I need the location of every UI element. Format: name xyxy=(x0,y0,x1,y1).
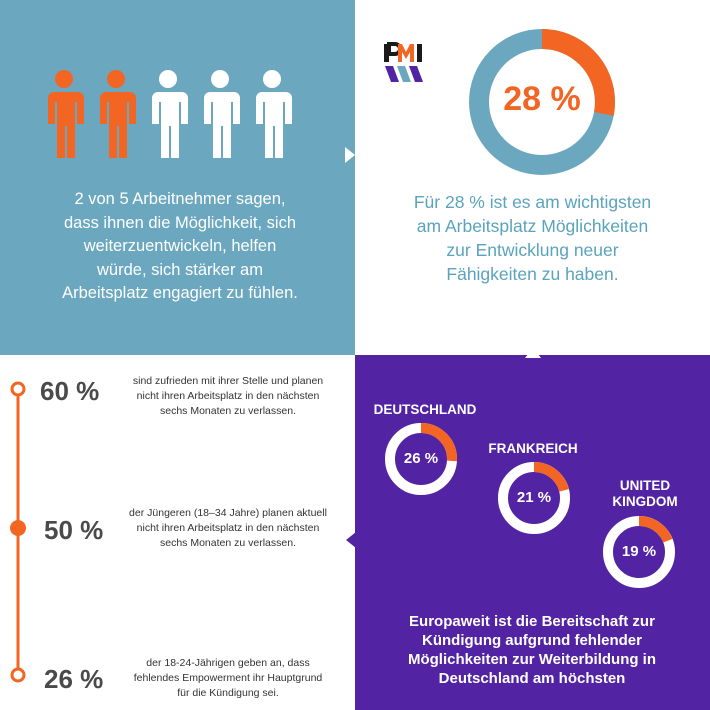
text-line: KINGDOM xyxy=(612,494,678,509)
text-line: Möglichkeiten zur Weiterbildung in xyxy=(407,651,657,668)
text-line: Europaweit ist die Bereitschaft zur xyxy=(409,613,655,630)
country-percent: 19 % xyxy=(621,543,657,560)
timeline xyxy=(10,381,26,683)
country-label: UNITED KINGDOM xyxy=(590,478,700,510)
people-icons xyxy=(48,70,292,158)
text-line: der Jüngeren (18–34 Jahre) planen aktuel… xyxy=(129,507,327,519)
stat-value: 26 % xyxy=(44,664,104,694)
text-line: der 18-24-Jährigen geben an, dass xyxy=(146,657,310,669)
country-percent: 21 % xyxy=(516,489,552,506)
person-icon xyxy=(152,70,188,158)
donut-segment xyxy=(498,462,570,534)
stat-description: der 18-24-Jährigen geben an, dass fehlen… xyxy=(128,656,328,701)
timeline-dot xyxy=(10,381,26,397)
text-line: Deutschland am höchsten xyxy=(438,670,626,687)
text-line: zur Entwicklung neuer xyxy=(446,240,619,260)
person-icon xyxy=(100,70,136,158)
percent-label: 28 % xyxy=(503,80,581,118)
panel-top-priority xyxy=(355,0,710,355)
text-line: am Arbeitsplatz Möglichkeiten xyxy=(416,216,649,236)
text-line: sechs Monaten zu verlassen. xyxy=(160,405,296,417)
text-line: nicht ihren Arbeitsplatz in den nächsten xyxy=(136,522,320,534)
panel-engagement xyxy=(0,0,355,355)
pmi-logo xyxy=(384,42,423,82)
text-line: für die Kündigung sei. xyxy=(177,687,279,699)
country-label: DEUTSCHLAND xyxy=(370,402,480,418)
text-line: 2 von 5 Arbeitnehmer sagen, xyxy=(74,190,286,208)
stat-value: 60 % xyxy=(40,376,100,406)
person-icon xyxy=(48,70,84,158)
text-line: Arbeitsplatz engagiert zu fühlen. xyxy=(62,284,298,302)
text-line: sind zufrieden mit ihrer Stelle und plan… xyxy=(132,375,324,387)
text-line: fehlendes Empowerment ihr Hauptgrund xyxy=(133,672,323,684)
percent-donut xyxy=(469,29,615,175)
stat-description: sind zufrieden mit ihrer Stelle und plan… xyxy=(128,374,328,419)
text-line: DEUTSCHLAND xyxy=(373,402,477,417)
text-line: UNITED xyxy=(619,478,671,493)
text-line: dass ihnen die Möglichkeit, sich xyxy=(63,213,297,232)
text-line: weiterzuentwickeln, helfen xyxy=(83,237,277,255)
country-donut xyxy=(498,462,570,534)
engagement-text: 2 von 5 Arbeitnehmer sagen, dass ihnen d… xyxy=(30,188,330,306)
text-line: würde, sich stärker am xyxy=(97,260,263,279)
donut-segment xyxy=(469,29,615,175)
text-line: sechs Monaten zu verlassen. xyxy=(160,537,296,549)
europe-text: Europaweit ist die Bereitschaft zur Künd… xyxy=(372,612,692,688)
text-line: nicht ihren Arbeitsplatz in den nächsten xyxy=(136,390,320,402)
arrow-right-icon xyxy=(345,147,355,163)
donut-segment xyxy=(603,516,675,588)
text-line: Für 28 % ist es am wichtigsten xyxy=(413,192,652,212)
timeline-dot xyxy=(10,520,26,536)
stat-description: der Jüngeren (18–34 Jahre) planen aktuel… xyxy=(128,506,328,551)
arrow-up-icon xyxy=(525,348,541,358)
panel-timeline xyxy=(0,355,355,710)
text-line: Fähigkeiten zu haben. xyxy=(446,264,619,284)
person-icon xyxy=(204,70,240,158)
stat-value: 50 % xyxy=(44,515,104,545)
country-label: FRANKREICH xyxy=(478,441,588,457)
country-percent: 26 % xyxy=(403,450,439,467)
arrow-left-icon xyxy=(346,532,356,548)
donut-segment xyxy=(385,423,457,495)
text-line: Kündigung aufgrund fehlender xyxy=(422,632,642,649)
person-icon xyxy=(256,70,292,158)
priority-text: Für 28 % ist es am wichtigsten am Arbeit… xyxy=(375,190,690,286)
country-donut xyxy=(385,423,457,495)
country-donut xyxy=(603,516,675,588)
timeline-dot xyxy=(10,667,26,683)
text-line: FRANKREICH xyxy=(488,441,578,456)
